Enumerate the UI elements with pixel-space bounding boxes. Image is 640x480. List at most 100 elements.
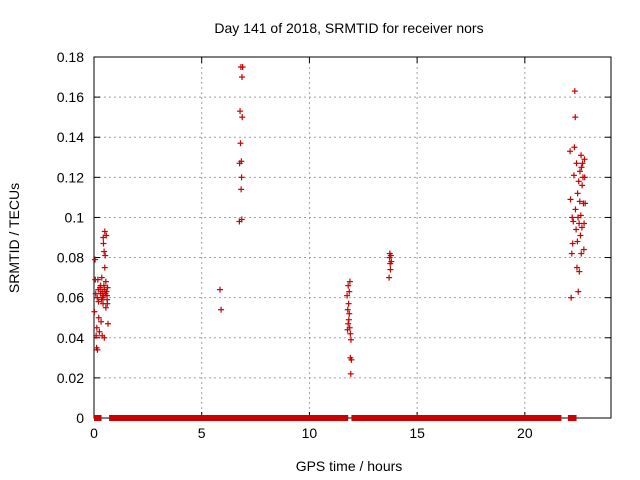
y-tick-labels: 0 0.02 0.04 0.06 0.08 0.1 0.12 0.14 0.16 0.18 bbox=[57, 49, 84, 426]
data-point bbox=[238, 158, 245, 165]
x-tick-labels: 0 5 10 15 20 bbox=[90, 425, 533, 441]
y-tick-label: 0.12 bbox=[57, 169, 84, 185]
data-point bbox=[346, 288, 353, 295]
data-point bbox=[96, 328, 103, 335]
data-point bbox=[574, 190, 581, 197]
data-point bbox=[94, 346, 101, 353]
data-point bbox=[570, 218, 577, 225]
y-tick-label: 0.1 bbox=[65, 209, 85, 225]
data-point bbox=[238, 216, 245, 223]
data-point bbox=[100, 234, 107, 241]
data-point bbox=[237, 108, 244, 115]
data-point bbox=[568, 294, 575, 301]
data-point bbox=[578, 152, 585, 159]
data-point bbox=[348, 356, 355, 363]
data-point bbox=[95, 298, 102, 305]
data-point bbox=[104, 300, 111, 307]
data-point bbox=[91, 308, 98, 315]
data-point bbox=[576, 268, 583, 275]
data-point bbox=[569, 214, 576, 221]
y-tick-label: 0.04 bbox=[57, 330, 84, 346]
y-tick-label: 0 bbox=[76, 410, 84, 426]
x-tick-label: 20 bbox=[517, 425, 533, 441]
chart-title: Day 141 of 2018, SRMTID for receiver nor… bbox=[214, 20, 483, 36]
y-tick-label: 0.08 bbox=[57, 250, 84, 266]
data-point bbox=[386, 274, 393, 281]
data-point bbox=[578, 224, 585, 231]
data-point bbox=[345, 282, 352, 289]
data-point bbox=[578, 250, 585, 257]
data-point bbox=[238, 174, 245, 181]
data-point bbox=[94, 276, 101, 283]
y-tick-label: 0.14 bbox=[57, 129, 84, 145]
data-point bbox=[574, 238, 581, 245]
data-point bbox=[346, 310, 353, 317]
data-point bbox=[345, 320, 352, 327]
data-point bbox=[577, 232, 584, 239]
data-point bbox=[570, 172, 577, 179]
data-point bbox=[344, 292, 351, 299]
data-point bbox=[579, 182, 586, 189]
data-point bbox=[347, 370, 354, 377]
data-points bbox=[91, 64, 589, 377]
data-point bbox=[93, 332, 100, 339]
data-point bbox=[237, 140, 244, 147]
data-point bbox=[572, 206, 579, 213]
data-point bbox=[239, 64, 246, 71]
data-point bbox=[346, 324, 353, 331]
grid-lines bbox=[94, 57, 611, 418]
data-point bbox=[98, 274, 105, 281]
y-axis-label: SRMTID / TECUs bbox=[6, 183, 22, 293]
y-tick-label: 0.16 bbox=[57, 89, 84, 105]
data-point bbox=[347, 330, 354, 337]
data-point bbox=[573, 226, 580, 233]
data-point bbox=[387, 252, 394, 259]
y-tick-label: 0.02 bbox=[57, 370, 84, 386]
data-point bbox=[102, 304, 109, 311]
data-point bbox=[573, 264, 580, 271]
data-point bbox=[575, 288, 582, 295]
data-point bbox=[98, 318, 105, 325]
data-point bbox=[105, 320, 112, 327]
data-point bbox=[576, 198, 583, 205]
x-tick-label: 15 bbox=[409, 425, 425, 441]
data-point bbox=[345, 316, 352, 323]
data-point bbox=[345, 300, 352, 307]
data-point bbox=[104, 284, 111, 291]
x-axis-label: GPS time / hours bbox=[296, 458, 403, 474]
data-point bbox=[578, 164, 585, 171]
data-point bbox=[102, 278, 109, 285]
data-point bbox=[571, 144, 578, 151]
data-point bbox=[238, 186, 245, 193]
data-point bbox=[92, 256, 99, 263]
data-point bbox=[387, 266, 394, 273]
data-point bbox=[93, 324, 100, 331]
data-point bbox=[573, 160, 580, 167]
data-point bbox=[567, 148, 574, 155]
data-point bbox=[344, 306, 351, 313]
data-point bbox=[238, 74, 245, 81]
data-point bbox=[567, 196, 574, 203]
data-point bbox=[575, 178, 582, 185]
data-point bbox=[581, 174, 588, 181]
data-point bbox=[572, 114, 579, 121]
data-point bbox=[569, 240, 576, 247]
x-tick-label: 10 bbox=[302, 425, 318, 441]
data-point bbox=[582, 200, 589, 207]
data-point bbox=[101, 264, 108, 271]
data-point bbox=[217, 286, 224, 293]
data-point bbox=[95, 314, 102, 321]
data-point bbox=[100, 240, 107, 247]
data-point bbox=[346, 278, 353, 285]
data-point bbox=[568, 250, 575, 257]
y-tick-label: 0.06 bbox=[57, 290, 84, 306]
x-tick-label: 5 bbox=[198, 425, 206, 441]
data-point bbox=[580, 246, 587, 253]
data-point bbox=[101, 248, 108, 255]
data-point bbox=[577, 212, 584, 219]
data-point bbox=[101, 228, 108, 235]
y-tick-label: 0.18 bbox=[57, 49, 84, 65]
data-point bbox=[576, 168, 583, 175]
